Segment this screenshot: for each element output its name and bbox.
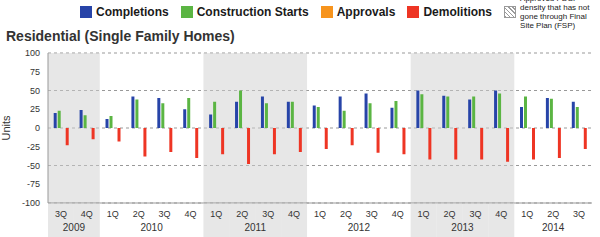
svg-text:1Q: 1Q (418, 209, 430, 219)
svg-text:3Q: 3Q (55, 209, 67, 219)
svg-text:2012: 2012 (348, 222, 371, 233)
svg-text:50: 50 (30, 86, 40, 96)
svg-text:2013: 2013 (451, 222, 474, 233)
svg-text:100: 100 (25, 48, 40, 58)
html-text:Construction Starts: Construction Starts (196, 5, 309, 19)
svg-text:2009: 2009 (63, 222, 86, 233)
svg-text:1Q: 1Q (107, 209, 119, 219)
svg-text:4Q: 4Q (495, 209, 507, 219)
html-text:Demolitions: Demolitions (423, 5, 492, 19)
html-text:Approvals: Approvals (336, 5, 396, 19)
svg-text:0: 0 (35, 123, 40, 133)
svg-text:75: 75 (30, 67, 40, 77)
svg-text:4Q: 4Q (392, 209, 404, 219)
svg-text:2Q: 2Q (547, 209, 559, 219)
svg-text:3Q: 3Q (159, 209, 171, 219)
svg-text:2014: 2014 (542, 222, 565, 233)
svg-text:2011: 2011 (244, 222, 266, 233)
svg-text:4Q: 4Q (184, 209, 196, 219)
svg-text:25: 25 (30, 104, 40, 114)
svg-text:2Q: 2Q (133, 209, 145, 219)
svg-text:Units: Units (8, 115, 12, 141)
svg-text:1Q: 1Q (521, 209, 533, 219)
svg-text:3Q: 3Q (469, 209, 481, 219)
svg-text:4Q: 4Q (288, 209, 300, 219)
svg-text:-100: -100 (22, 198, 40, 208)
svg-text:3Q: 3Q (262, 209, 274, 219)
svg-text:2Q: 2Q (236, 209, 248, 219)
html-text:Residential (Single Family Hom: Residential (Single Family Homes) (6, 28, 235, 44)
svg-text:-50: -50 (27, 161, 40, 171)
svg-text:3Q: 3Q (573, 209, 585, 219)
svg-text:1Q: 1Q (210, 209, 222, 219)
svg-text:4Q: 4Q (81, 209, 93, 219)
svg-text:2Q: 2Q (340, 209, 352, 219)
html-text:Completions: Completions (96, 5, 169, 19)
svg-text:-75: -75 (27, 179, 40, 189)
svg-text:2Q: 2Q (444, 209, 456, 219)
svg-text:-25: -25 (27, 142, 40, 152)
svg-text:2010: 2010 (140, 222, 163, 233)
svg-text:1Q: 1Q (314, 209, 326, 219)
svg-text:3Q: 3Q (366, 209, 378, 219)
